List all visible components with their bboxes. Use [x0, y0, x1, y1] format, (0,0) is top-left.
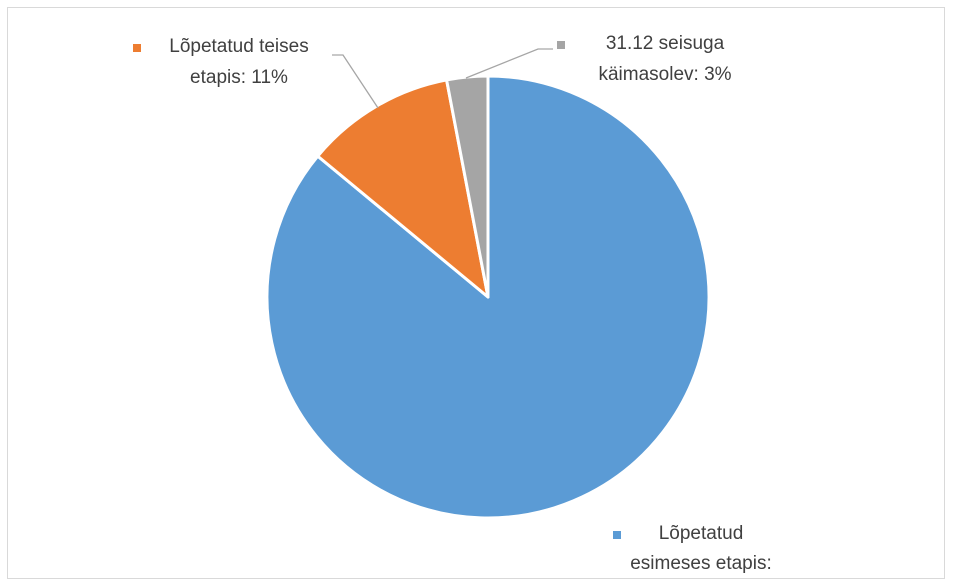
data-label-line: Lõpetatud teises: [169, 36, 308, 57]
data-label-line: käimasolev: 3%: [598, 64, 731, 85]
label-marker-second-stage: [133, 44, 141, 52]
data-label-second-stage: Lõpetatud teises etapis: 11%: [169, 36, 308, 88]
leader-lines: [332, 48, 553, 109]
leader-line-second-stage: [332, 54, 379, 109]
pie-slice-second-stage: [316, 78, 490, 299]
data-label-line: 31.12 seisuga: [606, 33, 725, 54]
data-label-line: etapis: 11%: [190, 67, 288, 88]
data-label-line: esimeses etapis:: [630, 553, 772, 574]
data-label-line: Lõpetatud: [659, 523, 744, 544]
label-marker-ongoing: [557, 41, 565, 49]
leader-line-ongoing: [465, 48, 553, 79]
data-label-ongoing: 31.12 seisuga käimasolev: 3%: [598, 33, 731, 85]
pie-slices: [265, 74, 711, 520]
label-marker-first-stage: [613, 531, 621, 539]
